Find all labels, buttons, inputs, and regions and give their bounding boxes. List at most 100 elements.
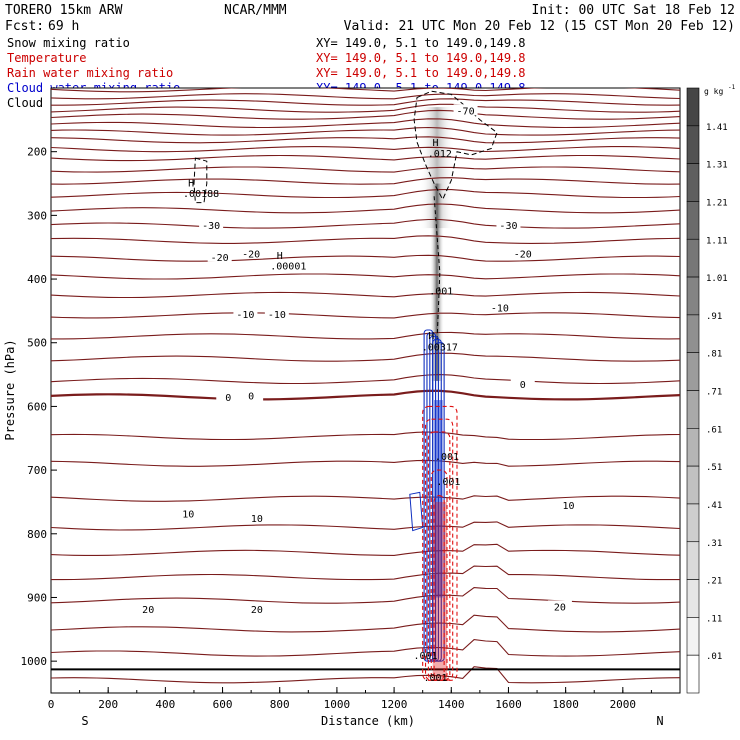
colorbar-label: .91 bbox=[706, 312, 722, 322]
isotherm bbox=[51, 166, 680, 173]
contour-annotation: .001 bbox=[435, 452, 459, 463]
axes: 0 200 400 600 800 1000 1200 1400 1600 1800 2000200… bbox=[21, 146, 681, 711]
y-tick-label: 900 bbox=[27, 591, 47, 604]
legend-xy: XY= 149.0, 5.1 to 149.0,149.8 bbox=[316, 36, 526, 50]
isotherm-label-bg bbox=[199, 218, 224, 230]
isotherm-zero bbox=[51, 389, 680, 401]
colorbar-label: 1.21 bbox=[706, 198, 728, 208]
colorbar-label: .51 bbox=[706, 463, 722, 473]
colorbar-swatch bbox=[686, 390, 700, 429]
isotherm-label: 10 bbox=[562, 501, 574, 512]
isotherm bbox=[51, 565, 680, 581]
colorbar-label: .11 bbox=[706, 614, 722, 624]
x-tick-label: 0 bbox=[48, 698, 55, 711]
isotherm-label-bg bbox=[216, 390, 241, 402]
contour-annotation: H bbox=[277, 251, 283, 262]
isotherm bbox=[51, 331, 680, 340]
isotherm bbox=[51, 495, 680, 502]
colorbar-swatch bbox=[686, 238, 700, 278]
contour-annotation: H bbox=[433, 138, 439, 149]
isotherm bbox=[51, 254, 680, 262]
contour-annotation: .00188 bbox=[183, 189, 219, 200]
y-tick-label: 400 bbox=[27, 273, 47, 286]
isotherm-label: -20 bbox=[242, 250, 260, 261]
colorbar-unit-exponent: -1 bbox=[728, 84, 736, 91]
y-tick-label: 200 bbox=[27, 146, 47, 159]
x-tick-label: 1800 bbox=[552, 698, 579, 711]
isotherm-label: 0 bbox=[248, 392, 254, 403]
contour-annotation: H bbox=[188, 178, 194, 189]
rain-water-core bbox=[432, 501, 447, 681]
rain-water-contour bbox=[430, 469, 448, 681]
colorbar-swatch bbox=[686, 465, 700, 505]
contour-annotation: .00317 bbox=[422, 343, 458, 354]
valid-time: Valid: 21 UTC Mon 20 Feb 12 (15 CST Mon … bbox=[344, 19, 735, 34]
colorbar-swatch bbox=[686, 87, 700, 127]
isotherm bbox=[51, 118, 680, 129]
colorbar: 1.41 1.31 1.21 1.11 1.01 .91 .81 .71 .61 .51 .41 .3… bbox=[686, 87, 728, 694]
colorbar-swatch bbox=[686, 314, 700, 353]
isotherm-label-bg bbox=[547, 600, 572, 612]
contour-annotation: .001 bbox=[413, 651, 437, 662]
legend-label: Rain water mixing ratio bbox=[7, 66, 173, 80]
isotherm bbox=[51, 218, 680, 229]
x-axis-label: Distance (km) bbox=[321, 714, 415, 728]
isotherm bbox=[51, 136, 680, 144]
isotherm-label: -70 bbox=[457, 106, 475, 117]
legend-xy: XY= 149.0, 5.1 to 149.0,149.8 bbox=[316, 66, 526, 80]
isotherm bbox=[51, 98, 680, 106]
colorbar-swatch bbox=[686, 617, 700, 656]
colorbar-label: 1.31 bbox=[706, 161, 728, 171]
isotherm-label-bg bbox=[556, 499, 581, 511]
y-axis-label: Pressure (hPa) bbox=[3, 339, 17, 440]
isotherm-label-bg bbox=[510, 378, 535, 390]
contour-annotation: .001 bbox=[429, 287, 453, 298]
isotherm-label: -10 bbox=[491, 304, 509, 315]
colorbar-swatch bbox=[686, 541, 700, 580]
plot-area bbox=[50, 87, 681, 694]
colorbar-label: 1.11 bbox=[706, 236, 728, 246]
snow-shading-column bbox=[429, 183, 445, 381]
isotherm bbox=[51, 374, 680, 385]
org-label: NCAR/MMM bbox=[224, 3, 287, 18]
x-tick-label: 600 bbox=[213, 698, 233, 711]
isotherm-label: -20 bbox=[211, 253, 229, 264]
colorbar-label: .21 bbox=[706, 577, 722, 587]
contour-annotation: .001 bbox=[436, 477, 460, 488]
isotherm bbox=[51, 103, 680, 113]
x-tick-label: 1000 bbox=[324, 698, 351, 711]
y-tick-label: 800 bbox=[27, 528, 47, 541]
isotherm bbox=[51, 614, 680, 633]
rain-water-contour bbox=[433, 495, 445, 681]
isotherm bbox=[51, 521, 680, 531]
isotherm bbox=[51, 543, 680, 556]
isotherm-label-bg bbox=[496, 218, 521, 230]
colorbar-swatch bbox=[686, 276, 700, 316]
isotherm-label-bg bbox=[176, 507, 201, 519]
colorbar-swatch bbox=[686, 654, 700, 694]
init-time: Init: 00 UTC Sat 18 Feb 12 bbox=[532, 3, 736, 18]
isotherm bbox=[51, 352, 680, 362]
isotherm bbox=[51, 93, 680, 100]
isotherm bbox=[51, 189, 680, 199]
isotherm-label-bg bbox=[487, 301, 512, 313]
north-end-label: N bbox=[656, 714, 663, 728]
isotherm bbox=[51, 291, 680, 299]
colorbar-label: .71 bbox=[706, 388, 722, 398]
isotherm-label-bg bbox=[233, 308, 258, 320]
colorbar-swatch bbox=[686, 163, 700, 202]
colorbar-swatch bbox=[686, 428, 700, 467]
x-tick-label: 400 bbox=[155, 698, 175, 711]
colorbar-label: .81 bbox=[706, 350, 722, 360]
colorbar-swatch bbox=[686, 352, 700, 391]
isotherm-label: 10 bbox=[182, 509, 194, 520]
isotherm bbox=[51, 312, 680, 319]
y-tick-label: 600 bbox=[27, 400, 47, 413]
cloud-ice-contour-small bbox=[193, 157, 208, 204]
isotherm bbox=[51, 666, 680, 684]
isotherm-label: -30 bbox=[202, 221, 220, 232]
model-title: TORERO 15km ARW bbox=[5, 3, 123, 18]
isotherm-label-bg bbox=[244, 511, 269, 523]
isotherm-label: 0 bbox=[225, 393, 231, 404]
